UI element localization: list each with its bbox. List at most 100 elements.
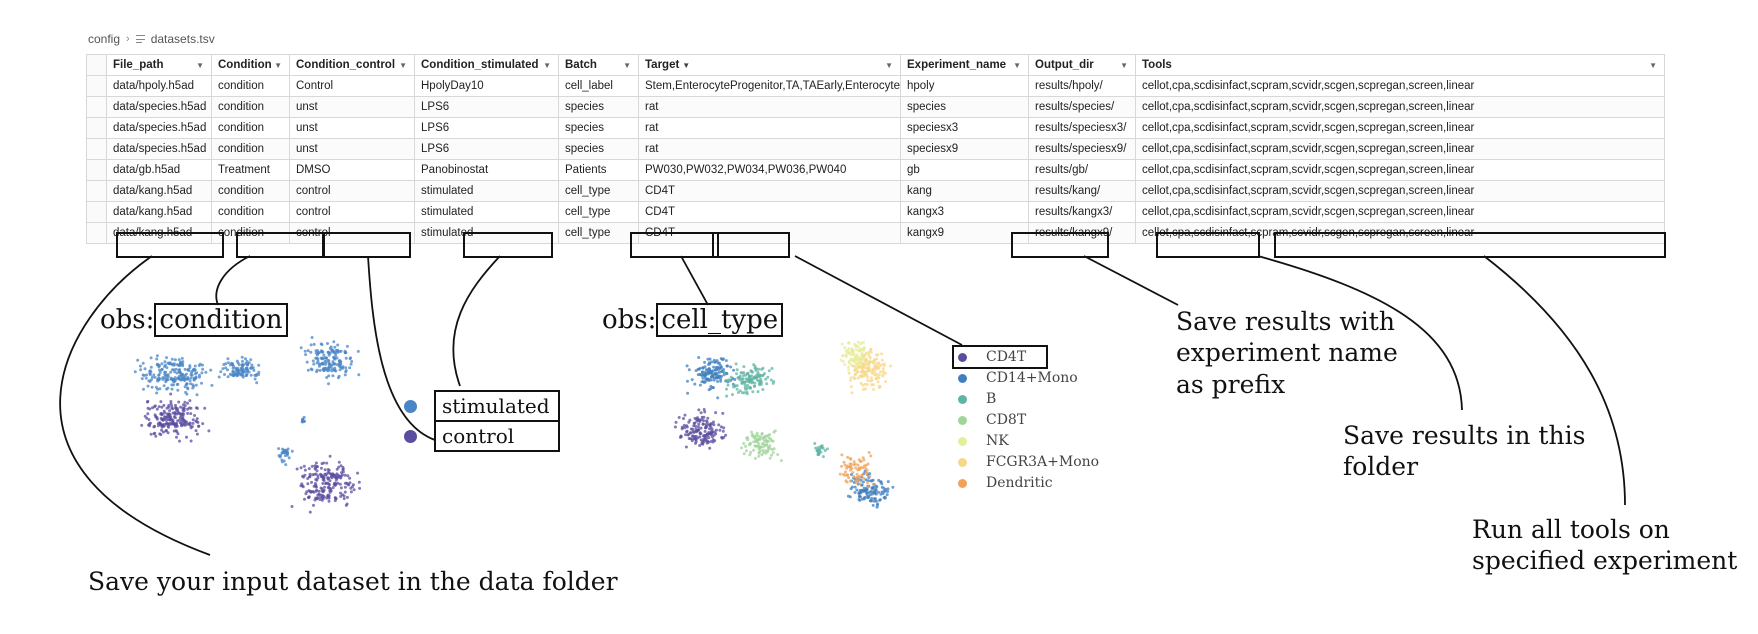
column-header-label: File_path <box>113 59 164 71</box>
table-cell[interactable]: rat <box>638 96 901 118</box>
table-cell[interactable]: unst <box>289 117 415 139</box>
column-header[interactable]: Output_dir ▼ <box>1028 54 1136 76</box>
filter-icon[interactable]: ▼ <box>274 61 282 70</box>
column-header[interactable]: File_path ▼ <box>106 54 212 76</box>
umap-point <box>169 400 173 403</box>
table-cell[interactable]: results/kang/ <box>1028 180 1136 202</box>
table-cell[interactable]: data/species.h5ad <box>106 138 212 160</box>
umap-point <box>694 427 698 431</box>
umap-point <box>156 424 160 428</box>
umap-point <box>849 462 853 466</box>
umap-point <box>712 378 716 382</box>
umap-point <box>250 366 254 370</box>
filter-icon[interactable]: ▼ <box>1013 61 1021 70</box>
table-cell[interactable]: gb <box>900 159 1029 181</box>
table-cell[interactable]: condition <box>211 96 290 118</box>
umap-point <box>706 416 710 420</box>
table-cell[interactable]: kangx9 <box>900 222 1029 244</box>
table-cell[interactable]: results/gb/ <box>1028 159 1136 181</box>
filter-icon[interactable]: ▼ <box>543 61 551 70</box>
filter-icon[interactable]: ▼ <box>623 61 631 70</box>
umap-point <box>186 401 190 405</box>
save-input-annotation: Save your input dataset in the data fold… <box>88 567 618 596</box>
table-cell[interactable]: stimulated <box>414 180 559 202</box>
filter-icon[interactable]: ▼ <box>399 61 407 70</box>
table-cell[interactable]: results/speciesx9/ <box>1028 138 1136 160</box>
filter-icon[interactable]: ▼ <box>1649 61 1657 70</box>
table-cell[interactable]: kangx3 <box>900 201 1029 223</box>
table-cell[interactable]: unst <box>289 96 415 118</box>
table-cell[interactable]: Panobinostat <box>414 159 559 181</box>
filter-icon[interactable]: ▼ <box>885 61 893 70</box>
umap-point <box>277 447 281 451</box>
umap-point <box>172 368 176 372</box>
column-header[interactable]: Condition ▼ <box>211 54 290 76</box>
column-header[interactable]: Experiment_name ▼ <box>900 54 1029 76</box>
umap-point <box>195 371 199 375</box>
column-header[interactable]: Condition_control ▼ <box>289 54 415 76</box>
row-gutter[interactable] <box>86 222 107 244</box>
umap-point <box>346 474 350 478</box>
umap-point <box>306 368 310 372</box>
table-cell[interactable]: cellot,cpa,scdisinfact,scpram,scvidr,scg… <box>1135 159 1665 181</box>
table-cell[interactable]: results/species/ <box>1028 96 1136 118</box>
column-header[interactable]: Tools ▼ <box>1135 54 1665 76</box>
umap-point <box>200 371 204 375</box>
table-cell[interactable]: kang <box>900 180 1029 202</box>
row-gutter[interactable] <box>86 201 107 223</box>
table-cell[interactable]: PW030,PW032,PW034,PW036,PW040 <box>638 159 901 181</box>
umap-point <box>746 384 750 387</box>
umap-point <box>705 419 708 423</box>
umap-point <box>698 444 702 447</box>
umap-point <box>335 476 339 480</box>
table-cell[interactable]: condition <box>211 138 290 160</box>
table-row[interactable]: data/kang.h5ad condition control stimulated… <box>86 201 1665 223</box>
table-cell[interactable]: control <box>289 201 415 223</box>
legend-label: B <box>986 391 997 407</box>
umap-point <box>183 379 187 382</box>
table-cell[interactable]: LPS6 <box>414 138 559 160</box>
umap-point <box>146 384 150 388</box>
table-cell[interactable]: cell_type <box>558 222 639 244</box>
umap-point <box>717 423 721 427</box>
filter-icon[interactable]: ▼ <box>196 61 204 70</box>
table-cell[interactable]: condition <box>211 117 290 139</box>
table-cell[interactable]: results/hpoly/ <box>1028 75 1136 97</box>
table-cell[interactable]: data/kang.h5ad <box>106 180 212 202</box>
table-cell[interactable]: results/speciesx3/ <box>1028 117 1136 139</box>
table-row[interactable]: data/species.h5ad condition unst LPS6 specie… <box>86 138 1665 160</box>
table-row[interactable]: data/kang.h5ad condition control stimulated… <box>86 180 1665 202</box>
umap-point <box>745 436 749 440</box>
umap-point <box>314 461 318 465</box>
table-cell[interactable]: speciesx3 <box>900 117 1029 139</box>
table-cell[interactable]: Stem,EnterocyteProgenitor,TA,TAEarly,Ent… <box>638 75 901 97</box>
breadcrumb-file[interactable]: datasets.tsv <box>150 32 215 46</box>
column-header-label: Batch <box>565 59 597 71</box>
sort-desc-icon[interactable]: ▼ <box>682 61 691 70</box>
column-header[interactable]: Target ▼ ▼ <box>638 54 901 76</box>
column-header[interactable]: Condition_stimulated ▼ <box>414 54 559 76</box>
umap-point <box>341 468 345 472</box>
umap-point <box>849 487 853 491</box>
table-cell[interactable]: data/hpoly.h5ad <box>106 75 212 97</box>
table-cell[interactable]: data/gb.h5ad <box>106 159 212 181</box>
table-cell[interactable]: cell_type <box>558 201 639 223</box>
breadcrumb-folder[interactable]: config <box>88 32 121 46</box>
column-header[interactable]: Batch ▼ <box>558 54 639 76</box>
umap-point <box>341 465 345 469</box>
table-cell[interactable]: rat <box>638 138 901 160</box>
umap-point <box>843 463 847 467</box>
umap-point <box>848 352 851 356</box>
umap-point <box>337 465 341 469</box>
table-cell[interactable]: species <box>558 138 639 160</box>
umap-point <box>316 359 320 363</box>
table-cell[interactable]: condition <box>211 180 290 202</box>
umap-point <box>697 422 701 426</box>
umap-point <box>696 436 700 440</box>
umap-point <box>721 358 725 362</box>
umap-point <box>745 390 749 394</box>
table-cell[interactable]: unst <box>289 138 415 160</box>
table-row[interactable]: data/species.h5ad condition unst LPS6 specie… <box>86 96 1665 118</box>
filter-icon[interactable]: ▼ <box>1120 61 1128 70</box>
table-cell[interactable]: condition <box>211 75 290 97</box>
